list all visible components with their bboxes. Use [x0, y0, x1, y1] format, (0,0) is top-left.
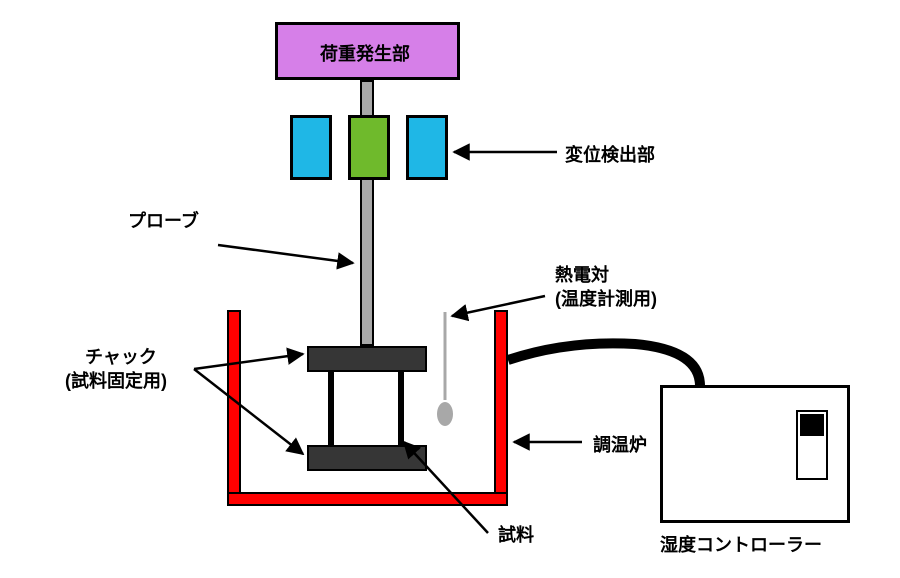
- arrow-probe: [218, 245, 353, 263]
- detector-block-right: [406, 115, 448, 180]
- sample-bar-right: [398, 372, 404, 445]
- arrow-chuck-2: [194, 369, 303, 454]
- furnace-wall-left: [227, 310, 241, 502]
- furnace-wall-bottom: [227, 492, 508, 506]
- arrow-chuck-1: [194, 354, 303, 369]
- label-load-generator: 荷重発生部: [320, 43, 410, 66]
- label-chuck-2: (試料固定用): [65, 370, 167, 393]
- label-disp-detect: 変位検出部: [565, 144, 655, 167]
- furnace-wall-right: [494, 310, 508, 502]
- label-sample: 試料: [498, 524, 534, 547]
- label-thermo-1: 熱電対: [555, 264, 609, 287]
- chuck-bottom: [307, 445, 427, 471]
- label-furnace: 調温炉: [593, 434, 647, 457]
- sample-bar-left: [328, 372, 334, 445]
- controller-display: [800, 414, 824, 436]
- thermocouple-bulb: [437, 402, 453, 426]
- label-controller: 湿度コントローラー: [660, 534, 822, 557]
- label-chuck-1: チャック: [85, 346, 157, 369]
- label-probe: プローブ: [128, 210, 199, 233]
- controller-cable: [508, 343, 700, 386]
- detector-block-left: [290, 115, 332, 180]
- label-thermo-2: (温度計測用): [555, 288, 657, 311]
- detector-block-center: [348, 115, 390, 180]
- chuck-top: [307, 346, 427, 372]
